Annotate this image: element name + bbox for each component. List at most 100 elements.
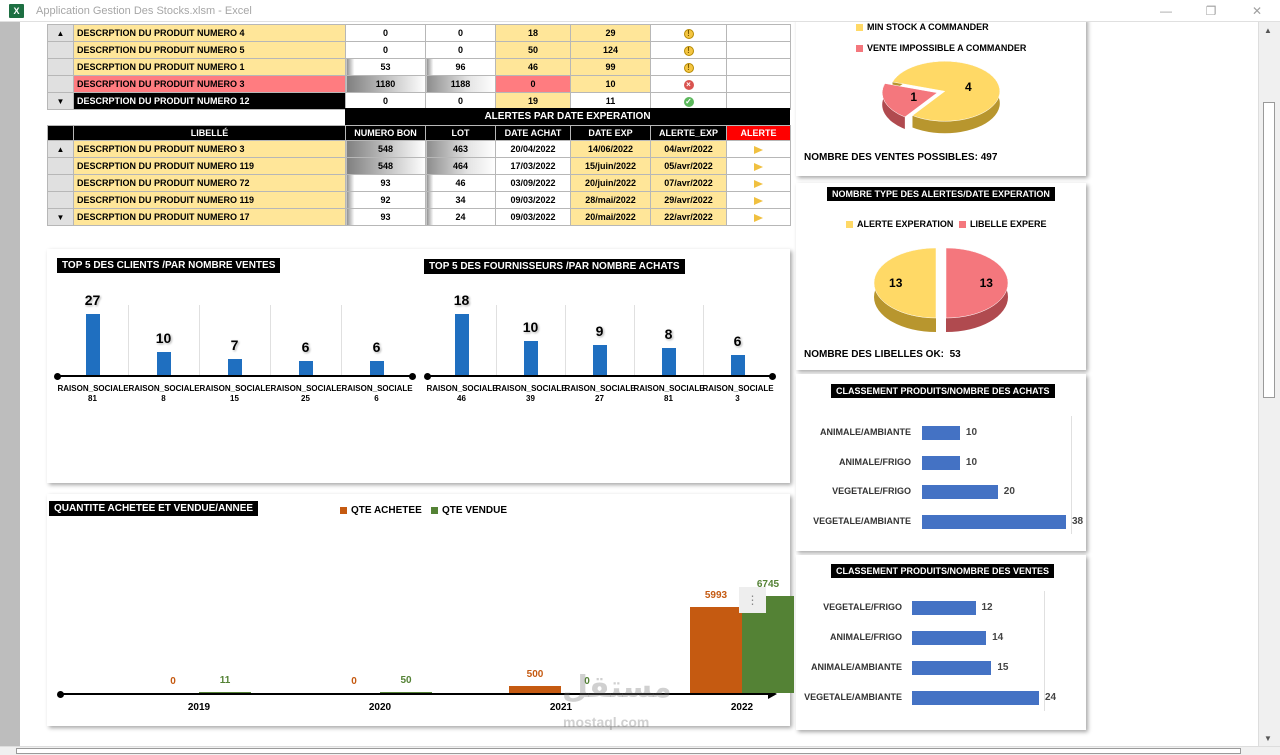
title-bar: X Application Gestion Des Stocks.xlsm - … [0, 0, 1280, 22]
row-spacer [47, 174, 74, 192]
date-achat: 17/03/2022 [495, 157, 571, 175]
scroll-up-icon[interactable]: ▲ [47, 140, 74, 158]
expiry-pie-chart: 13 13 [873, 247, 1009, 332]
category-label: RAISON_SOCIALE 15 [199, 384, 271, 403]
category-label: ANIMALE/AMBIANTE [820, 427, 911, 437]
status-cell: ! [650, 24, 727, 42]
error-icon: × [683, 79, 694, 90]
bar [592, 344, 607, 375]
numero-bon: 93 [345, 208, 426, 226]
category-label: RAISON_SOCIALE 27 [564, 384, 636, 403]
x-axis [427, 375, 772, 377]
minimize-button[interactable]: — [1160, 4, 1172, 18]
legend-swatch [959, 221, 966, 229]
table-row: DESCRPTION DU PRODUIT NUMERO 119 548 464 17… [47, 157, 791, 175]
category-label: RAISON_SOCIALE 81 [57, 384, 129, 403]
status-cell: ! [650, 41, 727, 59]
vertical-scrollbar[interactable]: ▲ ▼ [1258, 22, 1280, 746]
horizontal-scrollbar[interactable] [0, 746, 1280, 755]
stock-value: 96 [425, 58, 496, 76]
data-label: 11 [219, 675, 231, 686]
date-achat: 20/04/2022 [495, 140, 571, 158]
legend-alerte-exp: ALERTE EXPERATION [846, 219, 953, 229]
pie-label: 1 [910, 90, 917, 104]
axis-start-dot [424, 372, 431, 380]
close-button[interactable]: ✕ [1251, 4, 1263, 18]
restore-button[interactable]: ❐ [1205, 4, 1217, 18]
bar [661, 347, 676, 375]
data-label: 8 [664, 325, 673, 342]
alerte-cell [726, 174, 791, 192]
empty-cell [726, 24, 791, 42]
data-label: 0 [584, 676, 590, 687]
pie-label: 13 [980, 276, 994, 290]
gridline [341, 305, 342, 375]
top5-panel: TOP 5 DES CLIENTS /PAR NOMBRE VENTES TOP… [47, 249, 790, 483]
legend-swatch [340, 506, 347, 514]
sheet-left-margin [0, 22, 20, 755]
data-label: 15 [997, 662, 1009, 673]
scroll-down-icon[interactable]: ▼ [47, 92, 74, 110]
numero-bon: 93 [345, 174, 426, 192]
stock-max: 29 [570, 24, 651, 42]
empty-cell [726, 92, 791, 110]
bar [922, 485, 998, 499]
date-exp: 20/juin/2022 [570, 174, 651, 192]
scroll-down-icon[interactable]: ▼ [47, 208, 74, 226]
data-label: 18 [453, 292, 470, 308]
category-label: ANIMALE/AMBIANTE [811, 662, 902, 672]
stock-value: 0 [345, 92, 426, 110]
scroll-up-icon[interactable]: ▲ [47, 24, 74, 42]
table-row: DESCRPTION DU PRODUIT NUMERO 5 0 0 50 124! [47, 41, 791, 59]
data-label: 10 [522, 319, 539, 336]
vertical-scroll-thumb[interactable] [1263, 102, 1275, 398]
category-label: RAISON_SOCIALE 39 [495, 384, 567, 403]
table-row: ▼ DESCRPTION DU PRODUIT NUMERO 17 93 24 09/0… [47, 208, 791, 226]
table-row: ▲ DESCRPTION DU PRODUIT NUMERO 3 548 463 20/… [47, 140, 791, 158]
pie-slice [945, 247, 1009, 319]
row-spacer [47, 75, 74, 93]
product-name: DESCRPTION DU PRODUIT NUMERO 17 [73, 208, 346, 226]
gridline [496, 305, 497, 375]
stock-value: 0 [425, 92, 496, 110]
chart-options-button[interactable]: ⋮ [739, 587, 766, 613]
bar [922, 455, 960, 470]
ventes-possibles: NOMBRE DES VENTES POSSIBLES: 497 [804, 152, 998, 163]
horizontal-scroll-thumb[interactable] [16, 748, 1241, 754]
product-name: DESCRPTION DU PRODUIT NUMERO 119 [73, 191, 346, 209]
numero-bon: 548 [345, 157, 426, 175]
alerte-exp: 07/avr/2022 [650, 174, 727, 192]
column-header: DATE EXP [570, 125, 651, 141]
stock-min: 46 [495, 58, 571, 76]
bar [156, 352, 171, 375]
category-label: ANIMALE/FRIGO [830, 632, 902, 642]
expiry-table: LIBELLÉ NUMERO BON LOT DATE ACHAT DATE EXP AL… [47, 125, 791, 226]
stock-value: 0 [345, 24, 426, 42]
gridline [199, 305, 200, 375]
flag-icon [754, 145, 763, 154]
table-row: DESCRPTION DU PRODUIT NUMERO 72 93 46 03/09… [47, 174, 791, 192]
data-label: 6 [372, 339, 381, 356]
ventes-title: CLASSEMENT PRODUITS/NOMBRE DES VENTES [831, 564, 1055, 578]
product-name: DESCRPTION DU PRODUIT NUMERO 5 [73, 41, 346, 59]
bar [690, 606, 742, 693]
pie-slice [881, 83, 938, 118]
expiry-pie-panel: NOMBRE TYPE DES ALERTES/DATE EXPERATION … [796, 183, 1086, 370]
scroll-down-icon[interactable]: ▼ [1264, 734, 1272, 743]
pie-label: 13 [889, 276, 903, 290]
alerte-exp: 22/avr/2022 [650, 208, 727, 226]
data-label: 6 [301, 339, 310, 356]
row-spacer [47, 191, 74, 209]
sales-pie-chart: 41 [881, 61, 1001, 134]
bar [922, 426, 960, 440]
bar [298, 361, 313, 375]
qty-legend-vendue: QTE VENDUE [431, 505, 507, 516]
product-name: DESCRPTION DU PRODUIT NUMERO 3 [73, 75, 346, 93]
stock-max: 124 [570, 41, 651, 59]
bar [922, 514, 1066, 529]
product-name: DESCRPTION DU PRODUIT NUMERO 1 [73, 58, 346, 76]
data-label: 7 [230, 337, 239, 354]
gridline [128, 305, 129, 375]
scroll-up-icon[interactable]: ▲ [1264, 26, 1272, 35]
libelles-ok: NOMBRE DES LIBELLES OK: 53 [804, 349, 961, 360]
